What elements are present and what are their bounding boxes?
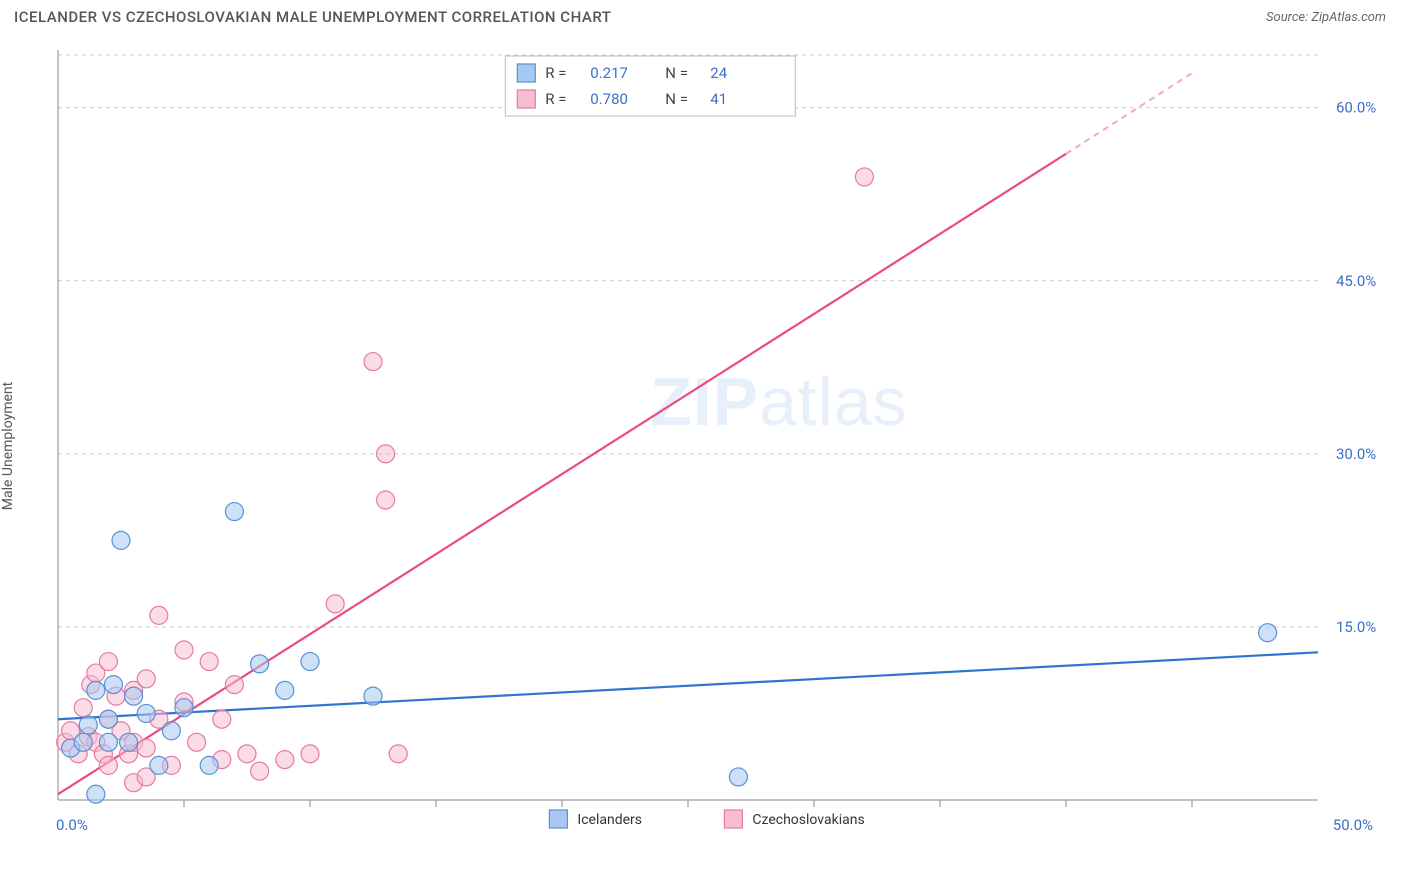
- data-point-czechoslovakian: [301, 745, 319, 763]
- y-tick-label: 60.0%: [1336, 99, 1376, 117]
- data-point-czechoslovakian: [377, 445, 395, 463]
- data-point-icelander: [87, 681, 105, 699]
- trend-line-icelanders: [58, 652, 1318, 719]
- y-tick-label: 30.0%: [1336, 445, 1376, 463]
- data-point-czechoslovakian: [175, 641, 193, 659]
- stats-r-label: R =: [545, 64, 566, 82]
- data-point-czechoslovakian: [137, 739, 155, 757]
- data-point-icelander: [150, 756, 168, 774]
- chart-header: ICELANDER VS CZECHOSLOVAKIAN MALE UNEMPL…: [0, 0, 1406, 30]
- legend-label-czechoslovakians: Czechoslovakians: [752, 812, 864, 828]
- data-point-icelander: [99, 710, 117, 728]
- data-point-czechoslovakian: [238, 745, 256, 763]
- y-tick-label: 45.0%: [1336, 272, 1376, 290]
- data-point-czechoslovakian: [364, 353, 382, 371]
- data-point-czechoslovakian: [251, 762, 269, 780]
- data-point-icelander: [120, 733, 138, 751]
- data-point-icelander: [729, 768, 747, 786]
- legend-swatch-icelanders-icon: [549, 810, 567, 828]
- stats-r-value: 0.217: [590, 64, 628, 82]
- data-point-icelander: [175, 699, 193, 717]
- data-point-icelander: [364, 687, 382, 705]
- y-tick-label: 15.0%: [1336, 618, 1376, 636]
- data-point-icelander: [112, 531, 130, 549]
- stats-r-value: 0.780: [590, 90, 628, 108]
- data-point-icelander: [99, 733, 117, 751]
- trend-line-czechoslovakians: [58, 154, 1066, 794]
- data-point-czechoslovakian: [137, 670, 155, 688]
- stats-r-label: R =: [545, 90, 566, 108]
- data-point-czechoslovakian: [389, 745, 407, 763]
- legend-swatch-czech-icon: [517, 90, 535, 108]
- x-tick-label-start: 0.0%: [56, 816, 88, 834]
- data-point-icelander: [200, 756, 218, 774]
- data-point-czechoslovakian: [74, 699, 92, 717]
- data-point-icelander: [301, 653, 319, 671]
- data-point-czechoslovakian: [99, 653, 117, 671]
- chart-title: ICELANDER VS CZECHOSLOVAKIAN MALE UNEMPL…: [14, 8, 611, 26]
- data-point-icelander: [87, 785, 105, 803]
- data-point-czechoslovakian: [188, 733, 206, 751]
- stats-n-value: 41: [710, 90, 727, 108]
- x-tick-label-end: 50.0%: [1333, 816, 1373, 834]
- chart-area: 15.0% 30.0% 45.0% 60.0% ZIPatlas 0.0% 50.0% R =…: [48, 40, 1388, 850]
- data-point-icelander: [1259, 624, 1277, 642]
- data-point-czechoslovakian: [276, 751, 294, 769]
- data-point-czechoslovakian: [377, 491, 395, 509]
- legend-swatch-czech-icon: [724, 810, 742, 828]
- stats-n-label: N =: [665, 90, 688, 108]
- data-point-icelander: [225, 503, 243, 521]
- data-point-czechoslovakian: [855, 168, 873, 186]
- data-point-icelander: [276, 681, 294, 699]
- data-point-icelander: [125, 687, 143, 705]
- data-point-czechoslovakian: [213, 710, 231, 728]
- watermark: ZIPatlas: [650, 364, 907, 440]
- data-point-icelander: [137, 704, 155, 722]
- stats-n-label: N =: [665, 64, 688, 82]
- legend-label-icelanders: Icelanders: [577, 812, 642, 828]
- trend-line-czechoslovakians-extrap: [1066, 73, 1192, 154]
- scatter-chart: 15.0% 30.0% 45.0% 60.0% ZIPatlas 0.0% 50.0% R =…: [48, 40, 1388, 850]
- stats-n-value: 24: [710, 64, 727, 82]
- data-point-icelander: [74, 733, 92, 751]
- data-point-czechoslovakian: [326, 595, 344, 613]
- data-point-icelander: [251, 655, 269, 673]
- legend-swatch-icelanders-icon: [517, 64, 535, 82]
- data-point-czechoslovakian: [200, 653, 218, 671]
- chart-source: Source: ZipAtlas.com: [1266, 10, 1386, 25]
- data-point-czechoslovakian: [99, 756, 117, 774]
- data-point-icelander: [104, 676, 122, 694]
- y-axis-label: Male Unemployment: [0, 382, 16, 510]
- data-point-czechoslovakian: [225, 676, 243, 694]
- data-point-icelander: [162, 722, 180, 740]
- data-point-icelander: [79, 716, 97, 734]
- data-point-czechoslovakian: [150, 606, 168, 624]
